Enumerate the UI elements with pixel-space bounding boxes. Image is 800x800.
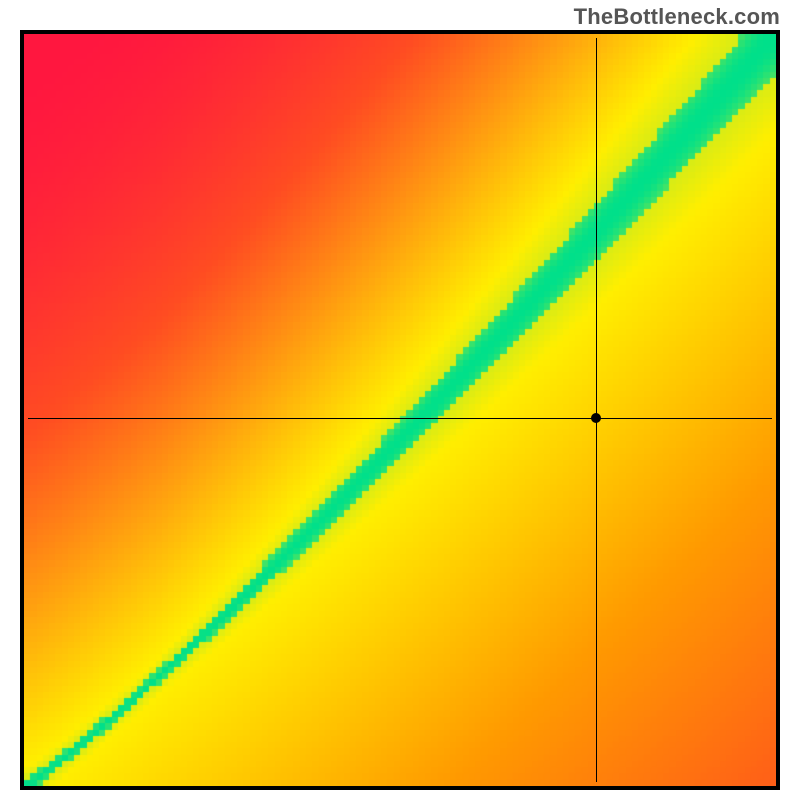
crosshair-marker-dot: [591, 413, 601, 423]
crosshair-horizontal: [28, 418, 772, 419]
watermark-text: TheBottleneck.com: [574, 4, 780, 30]
crosshair-vertical: [596, 38, 597, 782]
bottleneck-heatmap: [24, 34, 776, 786]
plot-frame: [20, 30, 780, 790]
chart-container: TheBottleneck.com: [0, 0, 800, 800]
